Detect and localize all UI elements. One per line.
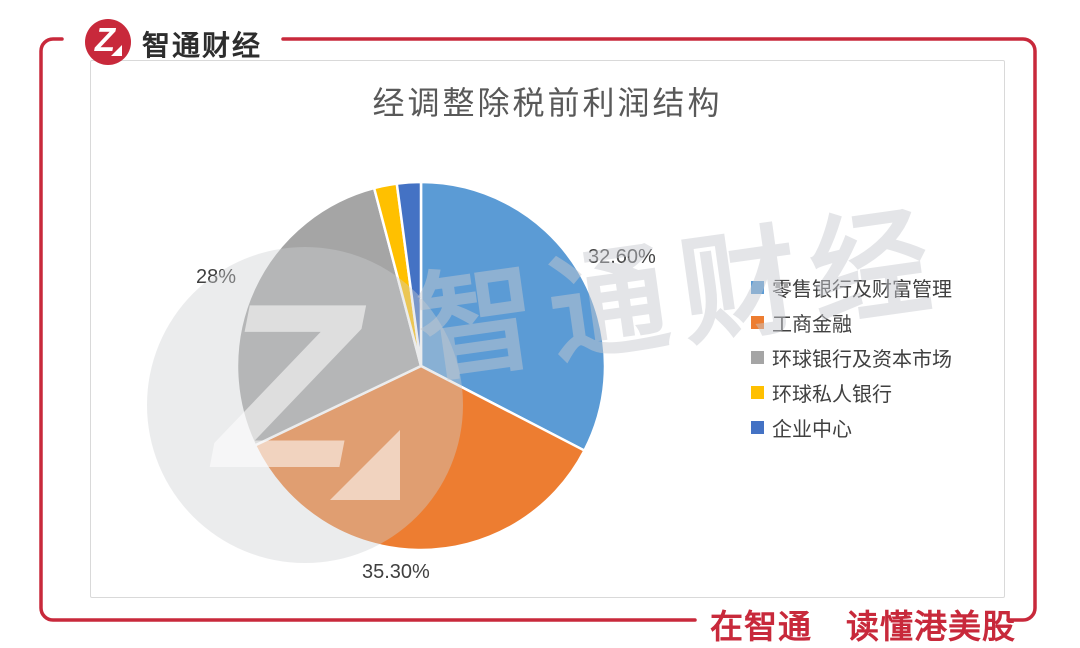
legend-swatch-icon <box>751 316 764 329</box>
legend-label: 环球私人银行 <box>772 384 892 406</box>
legend-item-global-private-banking: 环球私人银行 <box>751 375 952 410</box>
legend-label: 零售银行及财富管理 <box>772 279 952 301</box>
legend-item-corporate-centre: 企业中心 <box>751 410 952 445</box>
chart-panel: 经调整除税前利润结构 32.60% 35.30% 28% 零售银行及财富管理 工… <box>90 60 1005 598</box>
legend-label: 工商金融 <box>772 314 852 336</box>
pie-slice-4 <box>395 180 423 368</box>
legend-item-commercial-banking: 工商金融 <box>751 305 952 340</box>
legend-swatch-icon <box>751 421 764 434</box>
pie-slice-2 <box>235 186 423 447</box>
chart-title: 经调整除税前利润结构 <box>372 85 723 121</box>
pie-label-commercial-banking: 35.30% <box>362 561 430 583</box>
legend-item-retail-banking: 零售银行及财富管理 <box>751 270 952 305</box>
chart-legend: 零售银行及财富管理 工商金融 环球银行及资本市场 环球私人银行 企业中心 <box>751 270 952 445</box>
logo-glyph: Z <box>94 21 117 58</box>
legend-swatch-icon <box>751 351 764 364</box>
brand-slogan: 在智通 读懂港美股 <box>710 608 1016 645</box>
frame-left-segment <box>39 37 697 622</box>
pie-chart <box>235 180 607 552</box>
pie-label-global-banking: 28% <box>196 266 237 288</box>
legend-item-global-banking-markets: 环球银行及资本市场 <box>751 340 952 375</box>
zhitong-logo-icon: Z <box>85 19 131 65</box>
brand-name: 智通财经 <box>142 30 263 61</box>
legend-swatch-icon <box>751 281 764 294</box>
pie-label-retail-banking: 32.60% <box>588 246 656 268</box>
legend-label: 环球银行及资本市场 <box>772 349 952 371</box>
logo-triangle <box>111 45 122 56</box>
legend-swatch-icon <box>751 386 764 399</box>
frame-right-segment <box>281 37 1037 622</box>
pie-slice-0 <box>419 180 607 452</box>
legend-label: 企业中心 <box>772 419 852 441</box>
pie-slice-1 <box>253 364 586 552</box>
